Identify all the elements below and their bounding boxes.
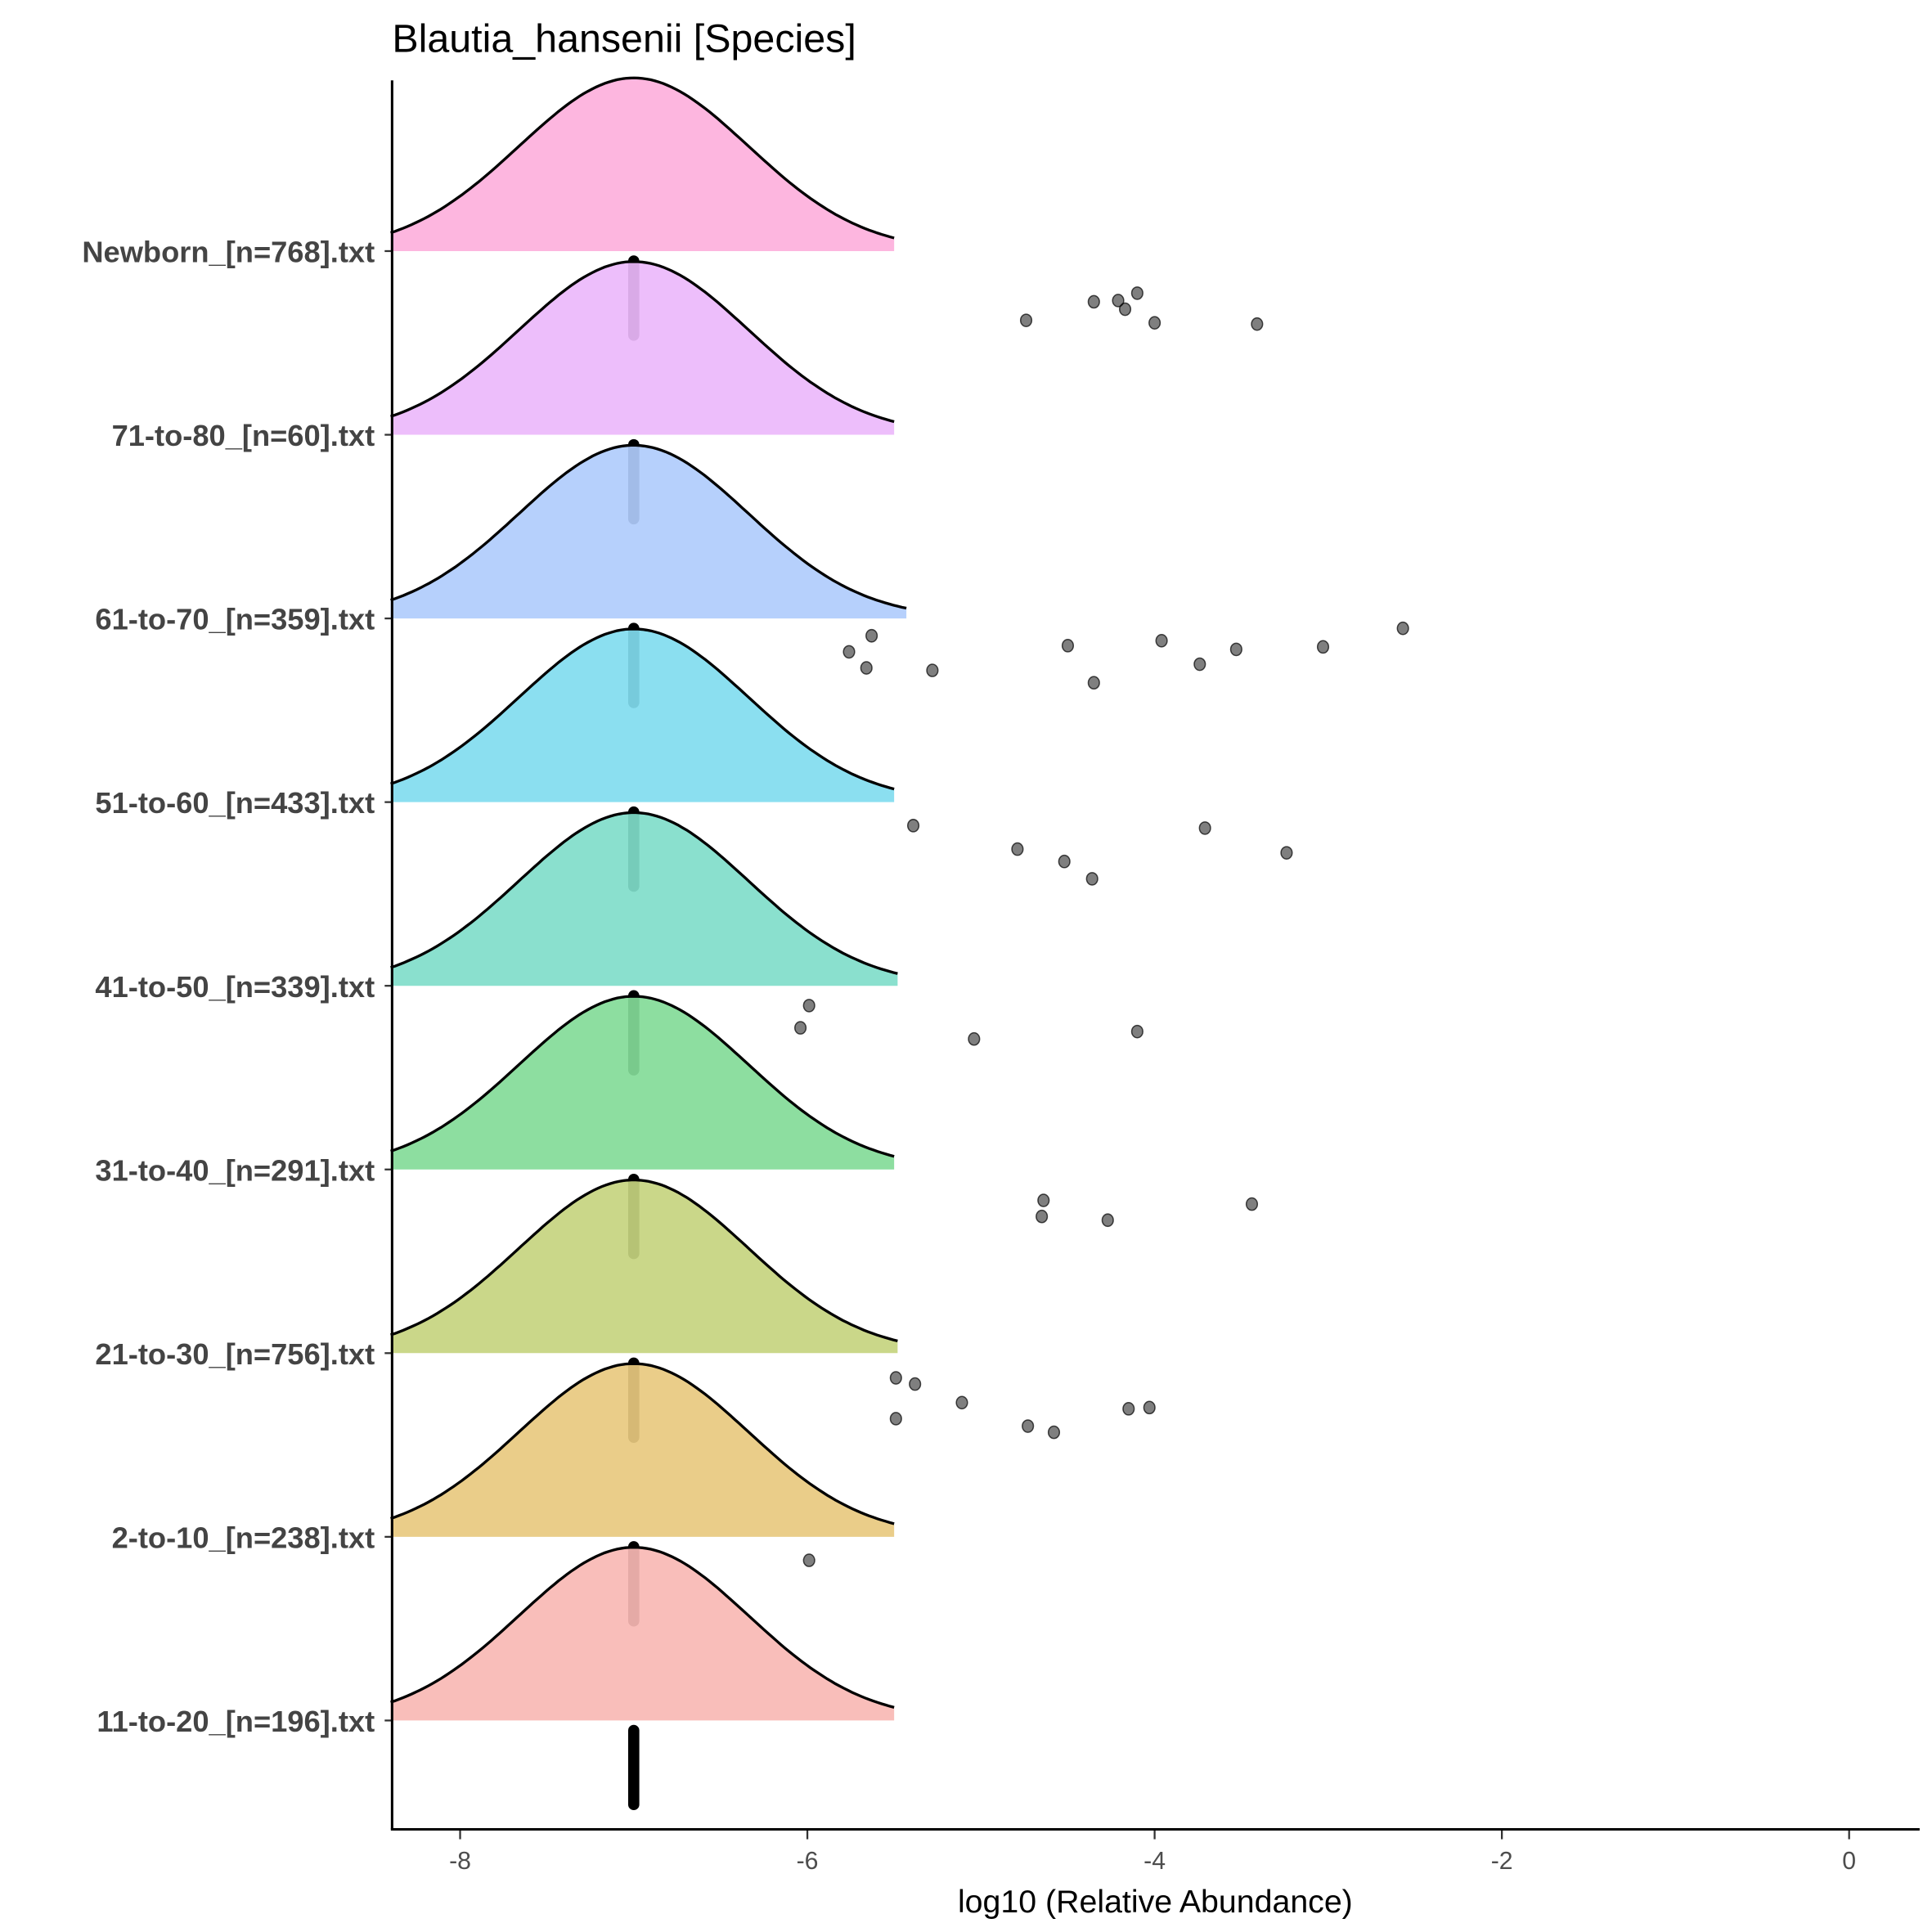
data-point <box>968 1031 981 1046</box>
data-point <box>1280 846 1293 860</box>
ridge-outline <box>390 1546 895 1709</box>
y-tick-label: 71-to-80_[n=60].txt <box>112 419 375 452</box>
data-point <box>909 1377 922 1391</box>
data-point <box>1143 1400 1156 1415</box>
data-point <box>1148 316 1161 330</box>
ridge-outline <box>390 443 907 610</box>
ridge-fill <box>390 812 898 986</box>
data-point <box>1047 1425 1061 1440</box>
data-point <box>1316 640 1330 654</box>
data-point <box>1122 1402 1135 1416</box>
y-tick-label: 31-to-40_[n=291].txt <box>95 1153 375 1187</box>
ridge-fill <box>390 445 907 619</box>
data-point <box>1245 1197 1259 1211</box>
data-point <box>1112 294 1125 308</box>
x-tick-label: -6 <box>797 1848 819 1875</box>
x-axis-ticks: -8 -6 -4 -2 0 <box>449 1831 1856 1875</box>
ridge-fill <box>390 996 895 1170</box>
data-point <box>1130 286 1143 300</box>
y-tick-label: 2-to-10_[n=238].txt <box>112 1521 375 1554</box>
data-point <box>889 1412 902 1426</box>
ridge-outline <box>390 627 895 791</box>
data-point <box>1037 1193 1050 1207</box>
data-point <box>1058 854 1071 869</box>
data-point <box>1061 639 1075 653</box>
x-tick-label: -8 <box>449 1848 471 1875</box>
data-point <box>860 661 873 675</box>
data-point <box>1019 313 1033 327</box>
data-point <box>1229 642 1242 657</box>
data-point <box>955 1395 968 1410</box>
data-point <box>1101 1213 1114 1228</box>
data-point <box>1011 842 1024 856</box>
y-tick-label: 21-to-30_[n=756].txt <box>95 1337 375 1371</box>
data-point <box>802 1553 815 1567</box>
data-point <box>1085 872 1099 886</box>
data-point <box>1193 657 1206 672</box>
y-tick-label: Newborn_[n=768].txt <box>82 236 375 269</box>
ridge-fill <box>390 628 895 802</box>
y-tick-label: 11-to-20_[n=196].txt <box>97 1705 375 1738</box>
ridge-outline <box>390 1362 895 1525</box>
ridge-fill <box>390 261 895 435</box>
data-point <box>802 999 815 1013</box>
ridge-fill <box>390 78 895 251</box>
y-tick-label: 51-to-60_[n=433].txt <box>95 786 375 820</box>
data-point <box>1118 302 1132 317</box>
data-point <box>1130 1024 1143 1039</box>
chart-title: Blautia_hansenii [Species] <box>392 17 856 61</box>
x-axis-label: log10 (Relative Abundance) <box>958 1884 1353 1920</box>
x-tick-label: -2 <box>1491 1848 1513 1875</box>
data-point <box>1036 1209 1049 1224</box>
ridge-fill <box>390 1364 895 1537</box>
y-tick-label: 61-to-70_[n=359].txt <box>95 603 375 636</box>
ridge-fill <box>390 1547 895 1721</box>
x-tick-label: 0 <box>1842 1848 1856 1875</box>
data-point <box>1198 821 1211 835</box>
data-point <box>926 663 939 677</box>
data-point <box>889 1371 902 1385</box>
ridge-outline <box>390 76 895 240</box>
data-point <box>906 819 920 833</box>
ridge-outline <box>390 260 895 424</box>
data-point <box>1022 1419 1035 1433</box>
data-point <box>1155 633 1168 648</box>
data-point <box>842 645 856 659</box>
ridges <box>390 76 907 1721</box>
data-point <box>1396 621 1409 636</box>
ridge-fill <box>390 1179 898 1354</box>
y-tick-label: 41-to-50_[n=339].txt <box>95 970 375 1004</box>
y-axis-labels: Newborn_[n=768].txt 71-to-80_[n=60].txt 61… <box>82 236 393 1738</box>
ridge-outline <box>390 995 895 1158</box>
points-layer <box>627 255 1409 1811</box>
x-tick-label: -4 <box>1143 1848 1166 1875</box>
ridge-outline <box>390 1178 898 1342</box>
data-point <box>1087 676 1100 690</box>
ridge-outline <box>390 811 898 975</box>
data-point <box>1087 294 1100 309</box>
data-point <box>865 628 878 643</box>
data-point <box>1251 317 1264 331</box>
data-point <box>794 1021 807 1035</box>
